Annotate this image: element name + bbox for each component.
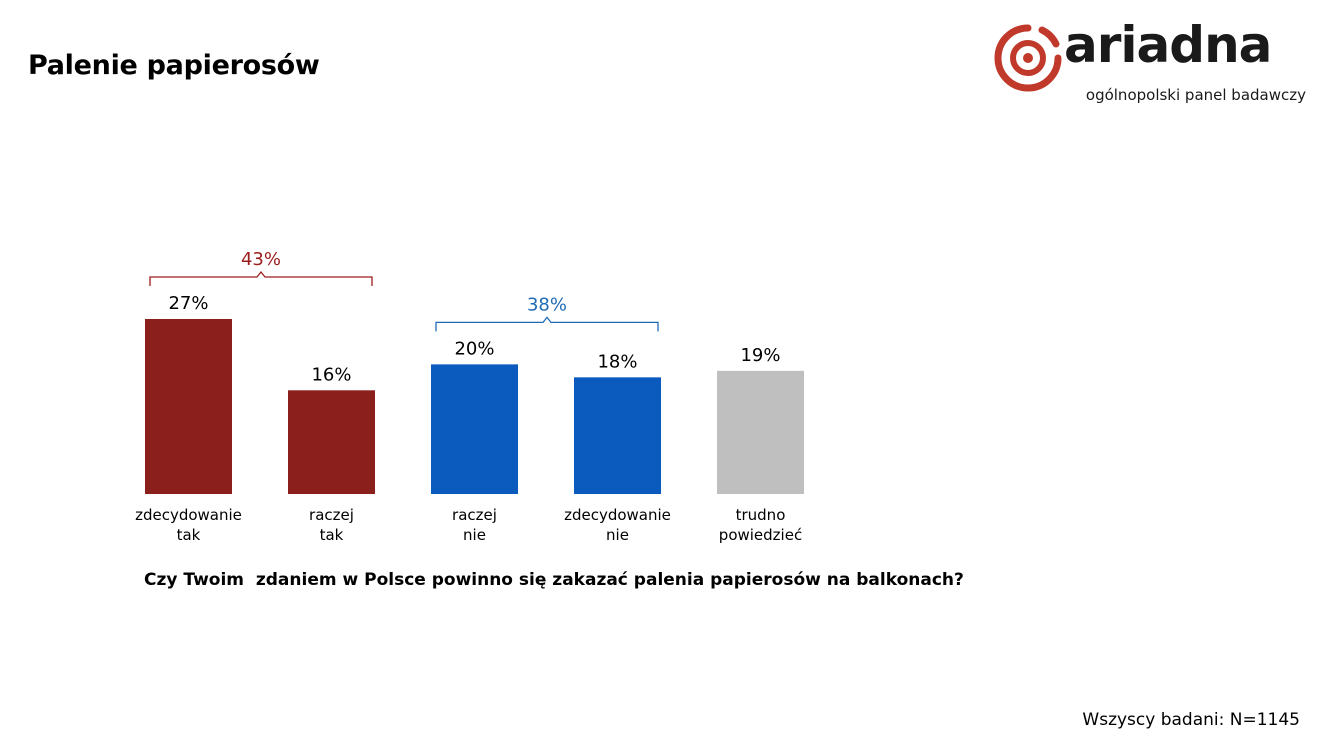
sample-size-note: Wszyscy badani: N=1145 xyxy=(1082,710,1300,730)
value-label-1: 16% xyxy=(311,364,351,385)
ariadna-logo: ariadna ogólnopolski panel badawczy xyxy=(992,16,1312,112)
category-label-0-1: tak xyxy=(177,526,201,544)
category-label-4-1: powiedzieć xyxy=(719,526,802,544)
category-label-3-1: nie xyxy=(606,526,629,544)
value-label-3: 18% xyxy=(597,351,637,372)
category-label-1-0: raczej xyxy=(309,506,354,524)
category-label-4-0: trudno xyxy=(736,506,786,524)
bar-0 xyxy=(145,319,232,494)
group-label-1: 38% xyxy=(527,294,567,315)
category-label-1-1: tak xyxy=(320,526,344,544)
logo-wordmark: ariadna xyxy=(1064,16,1272,74)
value-label-2: 20% xyxy=(454,338,494,359)
bar-2 xyxy=(431,364,518,494)
survey-question: Czy Twoim zdaniem w Polsce powinno się z… xyxy=(144,570,964,590)
category-label-0-0: zdecydowanie xyxy=(135,506,242,524)
bar-1 xyxy=(288,390,375,494)
group-bracket-0 xyxy=(149,270,373,286)
group-label-0: 43% xyxy=(241,249,281,270)
group-bracket-1 xyxy=(435,316,659,332)
ariadna-logo-icon xyxy=(994,24,1062,92)
category-label-2-0: raczej xyxy=(452,506,497,524)
logo-tagline: ogólnopolski panel badawczy xyxy=(1085,86,1306,104)
category-label-2-1: nie xyxy=(463,526,486,544)
bar-4 xyxy=(717,370,804,494)
value-label-4: 19% xyxy=(740,345,780,366)
page-title: Palenie papierosów xyxy=(28,50,320,81)
bar-3 xyxy=(574,377,661,494)
category-label-3-0: zdecydowanie xyxy=(564,506,671,524)
value-label-0: 27% xyxy=(168,293,208,314)
